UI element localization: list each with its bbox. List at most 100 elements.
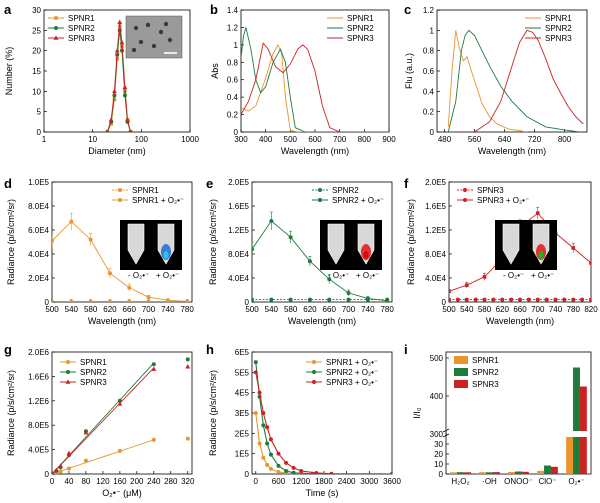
y-tick-label: 0.6: [423, 67, 435, 76]
y-tick-label: 1.2: [423, 6, 435, 15]
tem-particle: [138, 39, 144, 45]
category-label: O₂•⁻: [568, 477, 584, 486]
y-tick-label: 0.2: [227, 111, 239, 120]
y-tick-label: 0: [245, 470, 250, 479]
legend-label: SPNR3 + O₂•⁻: [477, 196, 529, 205]
y-tick-label: 1.2: [227, 23, 239, 32]
y-tick-label: 25: [32, 26, 41, 35]
y-tick-label: 0.8: [423, 47, 435, 56]
bar: [486, 472, 493, 474]
y-tick-label: 4.0E4: [228, 274, 249, 283]
data-point: [109, 122, 113, 126]
category-label: ClO⁻: [539, 477, 557, 486]
x-tick-label: 160: [113, 477, 127, 486]
y-tick-label: 0: [37, 128, 42, 137]
tem-particle: [167, 37, 173, 43]
panel-d: d 500 540 580 620 660 700 740 780 0 2.0E4 4.0E4 6.0E…: [4, 176, 194, 326]
tube: [327, 223, 345, 265]
x-tick-label: 740: [161, 305, 175, 314]
bar: [579, 386, 587, 474]
data-point: [185, 357, 190, 362]
y-tick-label: 0.8: [227, 58, 239, 67]
y-axis-title: Abs: [210, 63, 220, 79]
data-point: [58, 463, 63, 468]
x-axis-title: Wavelength (nm): [486, 316, 554, 326]
data-point: [151, 437, 156, 442]
y-tick-label: 30: [434, 440, 443, 449]
plot-area: [447, 29, 584, 132]
y-tick-label: 10: [434, 460, 443, 469]
bar: [492, 472, 500, 474]
data-point: [307, 297, 312, 302]
data-point: [482, 275, 487, 279]
y-tick-label: 4E5: [235, 389, 250, 398]
x-tick-label: 1800: [315, 477, 333, 486]
legend-label: SPNR2: [332, 186, 359, 195]
plot-area: [253, 360, 392, 474]
panel-letter: a: [4, 2, 12, 17]
x-tick-label: 740: [549, 305, 563, 314]
tube: [502, 223, 520, 265]
x-tick-label: 480: [438, 135, 452, 144]
bar: [537, 470, 545, 474]
panel-letter: b: [210, 2, 218, 17]
data-point: [88, 299, 93, 302]
y-tick-label: 0: [439, 470, 444, 479]
y-tick-label: 8.0E5: [28, 421, 49, 430]
data-point: [83, 429, 89, 435]
bar: [573, 367, 580, 474]
y-tick-label: 20: [32, 47, 41, 56]
data-point: [288, 297, 293, 302]
legend-label: SPNR3 + O₂•⁻: [326, 378, 378, 387]
x-axis-title: Wavelength (nm): [288, 316, 356, 326]
data-point: [327, 277, 332, 282]
y-tick-label: 1.2E5: [228, 226, 249, 235]
y-tick-label: 3E5: [235, 409, 250, 418]
data-point: [291, 470, 296, 474]
x-tick-label: 280: [164, 477, 178, 486]
data-point: [69, 219, 74, 224]
x-tick-label: 40: [65, 477, 74, 486]
y-tick-label: 10: [32, 87, 41, 96]
panel-letter: d: [4, 176, 12, 191]
data-point: [327, 297, 332, 302]
legend-label: SPNR1: [80, 358, 107, 367]
legend-marker: [54, 16, 58, 20]
y-axis-title: Radiance (p/s/cm²/sr): [6, 370, 16, 456]
series-line: [255, 372, 392, 474]
bar: [479, 472, 487, 474]
y-tick-label: 4.0E4: [425, 274, 446, 283]
data-point: [66, 466, 71, 471]
x-tick-label: 200: [130, 477, 144, 486]
x-tick-label: 1200: [292, 477, 310, 486]
data-point: [58, 469, 63, 474]
data-point: [52, 470, 54, 474]
x-tick-label: 660: [323, 305, 337, 314]
data-point: [129, 129, 132, 132]
x-tick-label: 580: [478, 305, 492, 314]
y-tick-label: 2.0E5: [228, 178, 249, 187]
x-tick-label: 700: [142, 305, 156, 314]
legend-label: SPNR1 + O₂•⁻: [326, 358, 378, 367]
data-point: [165, 298, 170, 302]
x-tick-label: 500: [284, 135, 298, 144]
tem-particle: [151, 43, 157, 49]
y-tick-label: 0: [442, 298, 447, 307]
x-tick-label: 620: [103, 305, 117, 314]
data-point: [307, 259, 312, 264]
inset-label-plus: + O₂•⁻: [356, 271, 379, 280]
panel-e: e 500 540 580 620 660 700 740 780 0 4.0E4 8.0E4 1.2E…: [206, 176, 394, 326]
bar: [457, 472, 464, 474]
data-point: [185, 364, 191, 369]
data-point: [269, 297, 274, 302]
data-point: [185, 299, 190, 302]
data-point: [535, 297, 540, 302]
data-point: [257, 441, 262, 446]
tem-particle: [131, 47, 137, 53]
legend-label: SPNR3: [545, 34, 572, 43]
data-point: [108, 117, 114, 122]
data-point: [146, 299, 151, 302]
x-tick-label: 0: [50, 477, 55, 486]
data-point: [291, 465, 296, 470]
